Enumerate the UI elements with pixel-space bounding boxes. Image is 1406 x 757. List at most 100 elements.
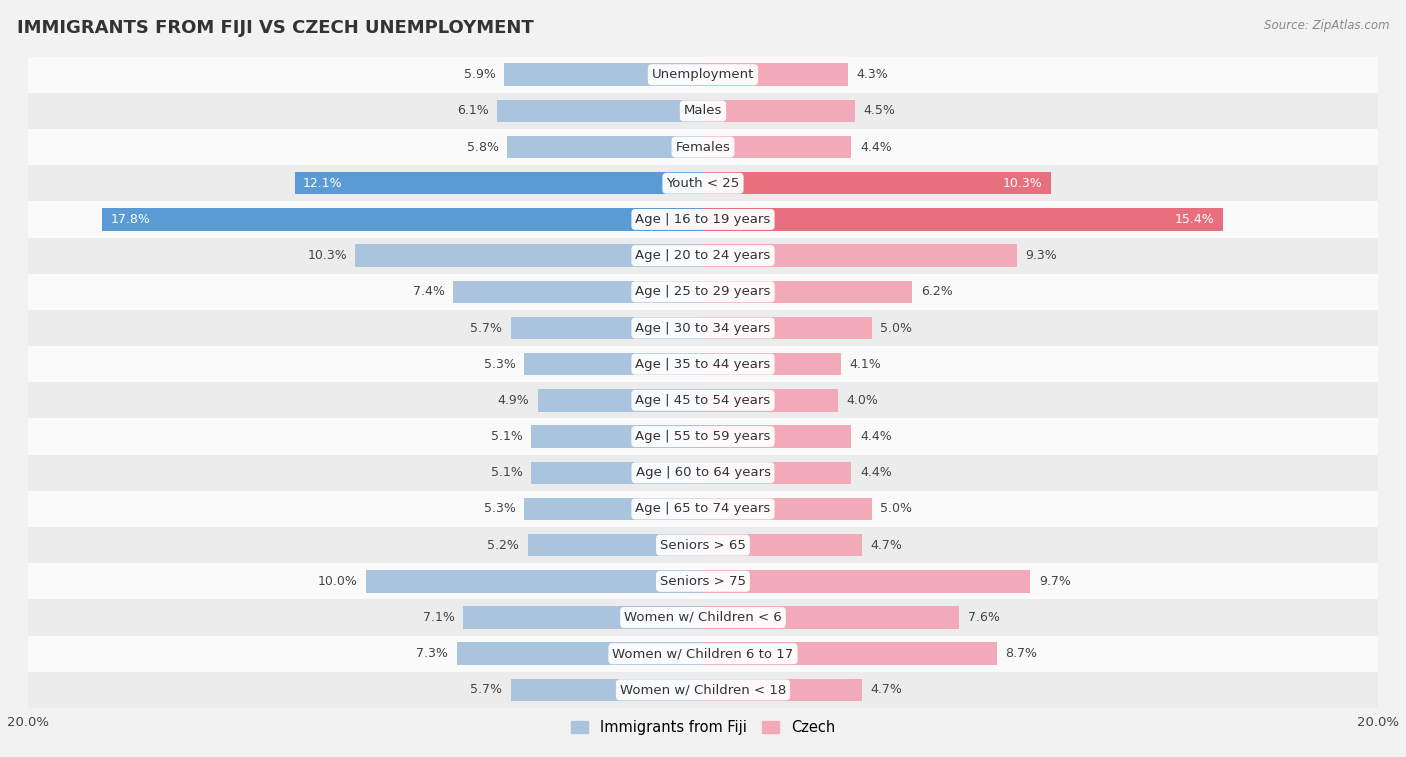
Bar bbox=[28, 419, 1378, 455]
Text: Males: Males bbox=[683, 104, 723, 117]
Text: 17.8%: 17.8% bbox=[111, 213, 150, 226]
Text: Age | 45 to 54 years: Age | 45 to 54 years bbox=[636, 394, 770, 407]
Bar bbox=[366, 570, 703, 593]
Bar bbox=[703, 497, 872, 520]
Bar bbox=[527, 534, 703, 556]
Text: 15.4%: 15.4% bbox=[1174, 213, 1215, 226]
Text: 5.0%: 5.0% bbox=[880, 322, 912, 335]
Text: Seniors > 65: Seniors > 65 bbox=[659, 539, 747, 552]
Bar bbox=[464, 606, 703, 629]
Text: 4.4%: 4.4% bbox=[860, 430, 891, 443]
Text: Seniors > 75: Seniors > 75 bbox=[659, 575, 747, 587]
Text: 4.4%: 4.4% bbox=[860, 466, 891, 479]
Text: 5.2%: 5.2% bbox=[488, 539, 519, 552]
Bar bbox=[524, 353, 703, 375]
Text: 5.3%: 5.3% bbox=[484, 358, 516, 371]
Text: 6.1%: 6.1% bbox=[457, 104, 489, 117]
Text: 5.1%: 5.1% bbox=[491, 466, 523, 479]
Bar bbox=[28, 165, 1378, 201]
Bar bbox=[703, 679, 862, 701]
Text: 5.9%: 5.9% bbox=[464, 68, 495, 81]
Bar bbox=[703, 570, 1031, 593]
Bar bbox=[28, 310, 1378, 346]
Text: 5.7%: 5.7% bbox=[470, 322, 502, 335]
Bar bbox=[28, 382, 1378, 419]
Text: 10.0%: 10.0% bbox=[318, 575, 357, 587]
Bar bbox=[531, 425, 703, 448]
Bar bbox=[28, 491, 1378, 527]
Bar bbox=[28, 563, 1378, 600]
Bar bbox=[28, 346, 1378, 382]
Bar bbox=[510, 679, 703, 701]
Text: Age | 30 to 34 years: Age | 30 to 34 years bbox=[636, 322, 770, 335]
Text: 5.7%: 5.7% bbox=[470, 684, 502, 696]
Bar bbox=[28, 455, 1378, 491]
Bar bbox=[703, 136, 852, 158]
Text: Age | 65 to 74 years: Age | 65 to 74 years bbox=[636, 503, 770, 516]
Bar bbox=[703, 100, 855, 122]
Text: IMMIGRANTS FROM FIJI VS CZECH UNEMPLOYMENT: IMMIGRANTS FROM FIJI VS CZECH UNEMPLOYME… bbox=[17, 19, 534, 37]
Text: 8.7%: 8.7% bbox=[1005, 647, 1038, 660]
Bar bbox=[453, 281, 703, 303]
Bar bbox=[28, 527, 1378, 563]
Text: Age | 60 to 64 years: Age | 60 to 64 years bbox=[636, 466, 770, 479]
Text: Age | 16 to 19 years: Age | 16 to 19 years bbox=[636, 213, 770, 226]
Text: 9.3%: 9.3% bbox=[1025, 249, 1057, 262]
Text: Age | 35 to 44 years: Age | 35 to 44 years bbox=[636, 358, 770, 371]
Bar bbox=[457, 643, 703, 665]
Text: 7.6%: 7.6% bbox=[967, 611, 1000, 624]
Text: Unemployment: Unemployment bbox=[652, 68, 754, 81]
Bar bbox=[295, 172, 703, 195]
Text: 10.3%: 10.3% bbox=[1002, 177, 1042, 190]
Bar bbox=[537, 389, 703, 412]
Bar bbox=[703, 606, 959, 629]
Text: 12.1%: 12.1% bbox=[304, 177, 343, 190]
Bar bbox=[103, 208, 703, 231]
Bar bbox=[703, 425, 852, 448]
Text: Age | 25 to 29 years: Age | 25 to 29 years bbox=[636, 285, 770, 298]
Text: 4.5%: 4.5% bbox=[863, 104, 896, 117]
Bar bbox=[703, 534, 862, 556]
Text: Youth < 25: Youth < 25 bbox=[666, 177, 740, 190]
Bar bbox=[508, 136, 703, 158]
Bar bbox=[28, 600, 1378, 636]
Bar bbox=[703, 643, 997, 665]
Text: Age | 20 to 24 years: Age | 20 to 24 years bbox=[636, 249, 770, 262]
Text: Women w/ Children < 18: Women w/ Children < 18 bbox=[620, 684, 786, 696]
Text: 4.7%: 4.7% bbox=[870, 684, 901, 696]
Bar bbox=[28, 274, 1378, 310]
Text: Women w/ Children < 6: Women w/ Children < 6 bbox=[624, 611, 782, 624]
Bar bbox=[28, 57, 1378, 93]
Bar bbox=[524, 497, 703, 520]
Bar bbox=[703, 281, 912, 303]
Bar bbox=[28, 636, 1378, 671]
Text: 5.0%: 5.0% bbox=[880, 503, 912, 516]
Text: 5.3%: 5.3% bbox=[484, 503, 516, 516]
Bar bbox=[28, 129, 1378, 165]
Text: 7.3%: 7.3% bbox=[416, 647, 449, 660]
Bar bbox=[703, 245, 1017, 267]
Text: 9.7%: 9.7% bbox=[1039, 575, 1070, 587]
Text: 7.4%: 7.4% bbox=[413, 285, 444, 298]
Bar bbox=[28, 238, 1378, 274]
Legend: Immigrants from Fiji, Czech: Immigrants from Fiji, Czech bbox=[565, 714, 841, 740]
Text: 4.7%: 4.7% bbox=[870, 539, 901, 552]
Text: 4.9%: 4.9% bbox=[498, 394, 529, 407]
Text: 4.4%: 4.4% bbox=[860, 141, 891, 154]
Bar bbox=[503, 64, 703, 86]
Bar bbox=[28, 671, 1378, 708]
Bar bbox=[510, 316, 703, 339]
Text: 7.1%: 7.1% bbox=[423, 611, 456, 624]
Text: Source: ZipAtlas.com: Source: ZipAtlas.com bbox=[1264, 19, 1389, 32]
Bar bbox=[703, 353, 841, 375]
Bar bbox=[703, 208, 1223, 231]
Text: Females: Females bbox=[675, 141, 731, 154]
Text: 6.2%: 6.2% bbox=[921, 285, 952, 298]
Text: 4.0%: 4.0% bbox=[846, 394, 879, 407]
Text: 5.1%: 5.1% bbox=[491, 430, 523, 443]
Text: 10.3%: 10.3% bbox=[308, 249, 347, 262]
Text: Women w/ Children 6 to 17: Women w/ Children 6 to 17 bbox=[613, 647, 793, 660]
Text: 4.3%: 4.3% bbox=[856, 68, 889, 81]
Bar bbox=[356, 245, 703, 267]
Bar bbox=[703, 316, 872, 339]
